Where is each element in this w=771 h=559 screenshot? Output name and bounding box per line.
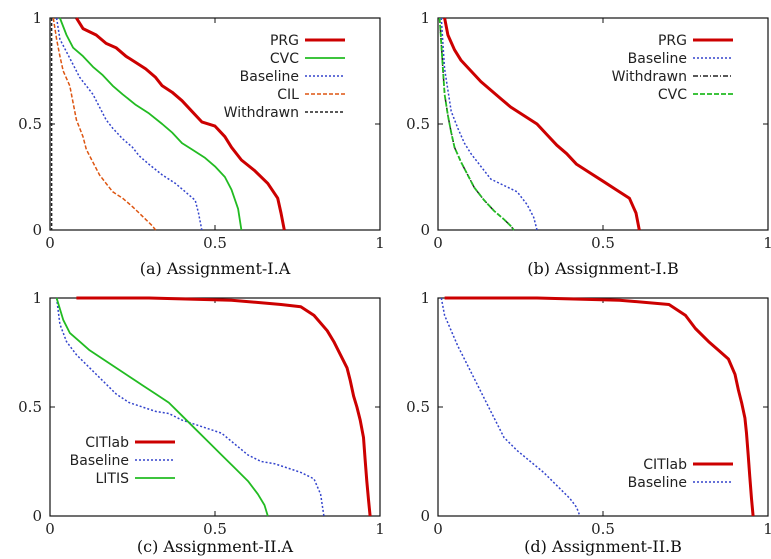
y-tick-label: 1 bbox=[420, 289, 430, 307]
legend-label: CITlab bbox=[643, 457, 687, 473]
series-line-baseline bbox=[440, 297, 581, 517]
legend-label: CITlab bbox=[85, 435, 129, 451]
x-tick-label: 0 bbox=[45, 520, 55, 538]
chart-panel-4: 0 0.5 1 0 0.5 1 CITlab Baseline (d) Assignment-I… bbox=[406, 289, 771, 556]
y-tick-label: 0 bbox=[32, 221, 42, 239]
legend-label: Withdrawn bbox=[224, 105, 299, 121]
series-line-withdrawn bbox=[438, 17, 515, 231]
x-tick-label: 1 bbox=[375, 520, 385, 538]
chart-panel-3: 0 0.5 1 0 0.5 1 CITlab Baseline LITIS (c) Assignm… bbox=[18, 289, 385, 556]
series-line-citlab bbox=[76, 296, 372, 517]
series-line-cvc bbox=[59, 17, 243, 231]
y-tick-label: 0.5 bbox=[18, 398, 42, 416]
chart-caption: (c) Assignment-II.A bbox=[137, 537, 294, 556]
chart-caption: (a) Assignment-I.A bbox=[140, 259, 291, 278]
series-line-baseline bbox=[55, 17, 203, 231]
x-tick-label: 0.5 bbox=[591, 520, 615, 538]
legend-label: PRG bbox=[270, 33, 299, 49]
chart-panel-2: 0 0.5 1 0 0.5 1 PRG Baseline Withdrawn CVC (b) Ass… bbox=[406, 9, 771, 278]
y-tick-label: 0 bbox=[420, 221, 430, 239]
legend-label: LITIS bbox=[96, 471, 130, 487]
series-line-citlab bbox=[444, 296, 755, 517]
y-tick-label: 0.5 bbox=[406, 398, 430, 416]
x-tick-label: 0.5 bbox=[591, 234, 615, 252]
series-line-litis bbox=[55, 297, 269, 517]
y-tick-label: 1 bbox=[32, 9, 42, 27]
series-line-baseline bbox=[55, 297, 325, 517]
legend-label: Baseline bbox=[70, 453, 129, 469]
chart-caption: (d) Assignment-II.B bbox=[524, 537, 682, 556]
legend-label: Baseline bbox=[240, 69, 299, 85]
x-tick-label: 0 bbox=[433, 520, 443, 538]
y-tick-label: 1 bbox=[420, 9, 430, 27]
y-tick-label: 0 bbox=[420, 507, 430, 525]
y-tick-label: 1 bbox=[32, 289, 42, 307]
legend-label: Baseline bbox=[628, 475, 687, 491]
x-tick-label: 0 bbox=[433, 234, 443, 252]
x-tick-label: 1 bbox=[375, 234, 385, 252]
series-line-prg bbox=[75, 17, 286, 231]
x-tick-label: 1 bbox=[763, 520, 771, 538]
legend: PRG CVC Baseline CIL Withdrawn bbox=[224, 33, 345, 121]
x-tick-label: 1 bbox=[763, 234, 771, 252]
legend-label: CVC bbox=[270, 51, 299, 67]
legend: CITlab Baseline LITIS bbox=[70, 435, 175, 487]
series-line-cil bbox=[52, 17, 157, 231]
x-tick-label: 0.5 bbox=[203, 234, 227, 252]
plot-frame bbox=[437, 17, 769, 231]
legend-label: Baseline bbox=[628, 51, 687, 67]
series-line-baseline bbox=[440, 17, 538, 231]
legend-label: CVC bbox=[658, 87, 687, 103]
x-tick-label: 0.5 bbox=[203, 520, 227, 538]
y-tick-label: 0.5 bbox=[406, 115, 430, 133]
plot-frame bbox=[437, 297, 769, 517]
chart-panel-1: 0 0.5 1 0 0.5 1 PRG CVC Baseline CIL Withdrawn (a) … bbox=[18, 9, 385, 278]
y-tick-label: 0.5 bbox=[18, 115, 42, 133]
legend: CITlab Baseline bbox=[628, 457, 733, 491]
series-line-cvc bbox=[438, 17, 515, 231]
legend-label: CIL bbox=[277, 87, 299, 103]
x-tick-label: 0 bbox=[45, 234, 55, 252]
legend: PRG Baseline Withdrawn CVC bbox=[612, 33, 733, 103]
series-line-prg bbox=[443, 17, 641, 231]
plot-frame bbox=[49, 17, 381, 231]
chart-caption: (b) Assignment-I.B bbox=[527, 259, 678, 278]
legend-label: Withdrawn bbox=[612, 69, 687, 85]
legend-label: PRG bbox=[658, 33, 687, 49]
y-tick-label: 0 bbox=[32, 507, 42, 525]
